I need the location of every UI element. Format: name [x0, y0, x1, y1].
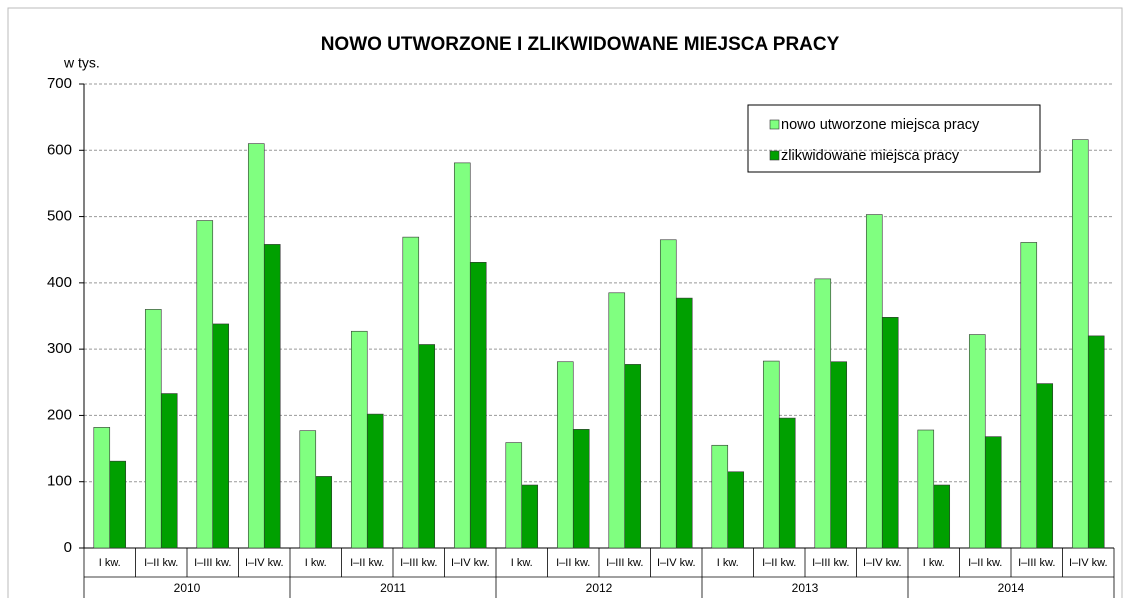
legend-swatch: [769, 119, 780, 130]
bar: [917, 429, 935, 549]
x-tick-label: I–II kw.: [968, 557, 1002, 569]
bar: [160, 393, 178, 549]
group-label: 2011: [380, 581, 406, 595]
bar: [727, 471, 745, 549]
bar: [814, 278, 832, 549]
bar: [711, 444, 729, 549]
y-tick-label: 200: [47, 406, 72, 423]
y-tick-label: 300: [47, 340, 72, 357]
bar: [469, 262, 487, 549]
group-label: 2014: [998, 581, 1025, 595]
group-label: 2013: [792, 581, 819, 595]
x-tick-label: I kw.: [511, 557, 533, 569]
bar: [93, 427, 111, 549]
y-tick-label: 400: [47, 274, 72, 291]
x-tick-label: I kw.: [923, 557, 945, 569]
group-label: 2010: [174, 581, 201, 595]
bar: [1071, 139, 1089, 549]
x-tick-label: I kw.: [717, 557, 739, 569]
chart-title: NOWO UTWORZONE I ZLIKWIDOWANE MIEJSCA PR…: [321, 34, 840, 55]
bar: [933, 484, 951, 549]
bar: [315, 476, 333, 549]
bar: [299, 430, 317, 549]
x-tick-label: I–II kw.: [144, 557, 178, 569]
x-tick-label: I–III kw.: [1018, 557, 1055, 569]
bar: [1020, 242, 1038, 549]
bar: [350, 330, 368, 549]
bar: [675, 297, 693, 549]
bar: [968, 334, 986, 549]
bar: [865, 214, 883, 549]
x-tick-label: I–II kw.: [556, 557, 590, 569]
bar: [608, 292, 626, 549]
bar: [659, 239, 677, 549]
bar: [1036, 383, 1054, 549]
chart-frame: [7, 7, 1123, 598]
bar: [881, 317, 899, 549]
bar: [144, 309, 162, 549]
bar: [762, 360, 780, 549]
bar: [453, 162, 471, 549]
x-tick-label: I–IV kw.: [863, 557, 902, 569]
bar: [521, 484, 539, 549]
bar: [830, 361, 848, 549]
y-tick-label: 600: [47, 141, 72, 158]
y-axis-label: w tys.: [63, 55, 100, 71]
bar: [402, 236, 420, 549]
x-tick-label: I–IV kw.: [657, 557, 696, 569]
legend-swatch: [769, 150, 780, 161]
bar: [572, 429, 590, 549]
x-tick-label: I–III kw.: [606, 557, 643, 569]
bar: [196, 220, 214, 549]
x-tick-label: I–IV kw.: [245, 557, 284, 569]
x-tick-label: I kw.: [99, 557, 121, 569]
y-tick-label: 0: [64, 539, 72, 556]
bar: [505, 442, 523, 549]
legend-label: nowo utworzone miejsca pracy: [781, 117, 980, 133]
x-tick-label: I–IV kw.: [451, 557, 490, 569]
bar: [418, 344, 436, 549]
x-tick-label: I–III kw.: [812, 557, 849, 569]
bar: [263, 244, 281, 549]
bar: [624, 364, 642, 549]
legend: [747, 104, 1041, 173]
x-tick-label: I–IV kw.: [1069, 557, 1108, 569]
y-tick-label: 500: [47, 208, 72, 225]
x-tick-label: I–III kw.: [194, 557, 231, 569]
x-tick-label: I–III kw.: [400, 557, 437, 569]
bar: [556, 361, 574, 549]
legend-label: zlikwidowane miejsca pracy: [781, 148, 960, 164]
y-tick-label: 100: [47, 473, 72, 490]
bar: [212, 323, 230, 549]
bar: [109, 460, 127, 549]
y-tick-label: 700: [47, 75, 72, 92]
bar: [366, 413, 384, 549]
bar: [984, 436, 1002, 549]
group-label: 2012: [586, 581, 613, 595]
bar: [778, 417, 796, 549]
bar: [247, 143, 265, 549]
x-tick-label: I kw.: [305, 557, 327, 569]
bar: [1087, 335, 1105, 549]
x-tick-label: I–II kw.: [350, 557, 384, 569]
x-tick-label: I–II kw.: [762, 557, 796, 569]
